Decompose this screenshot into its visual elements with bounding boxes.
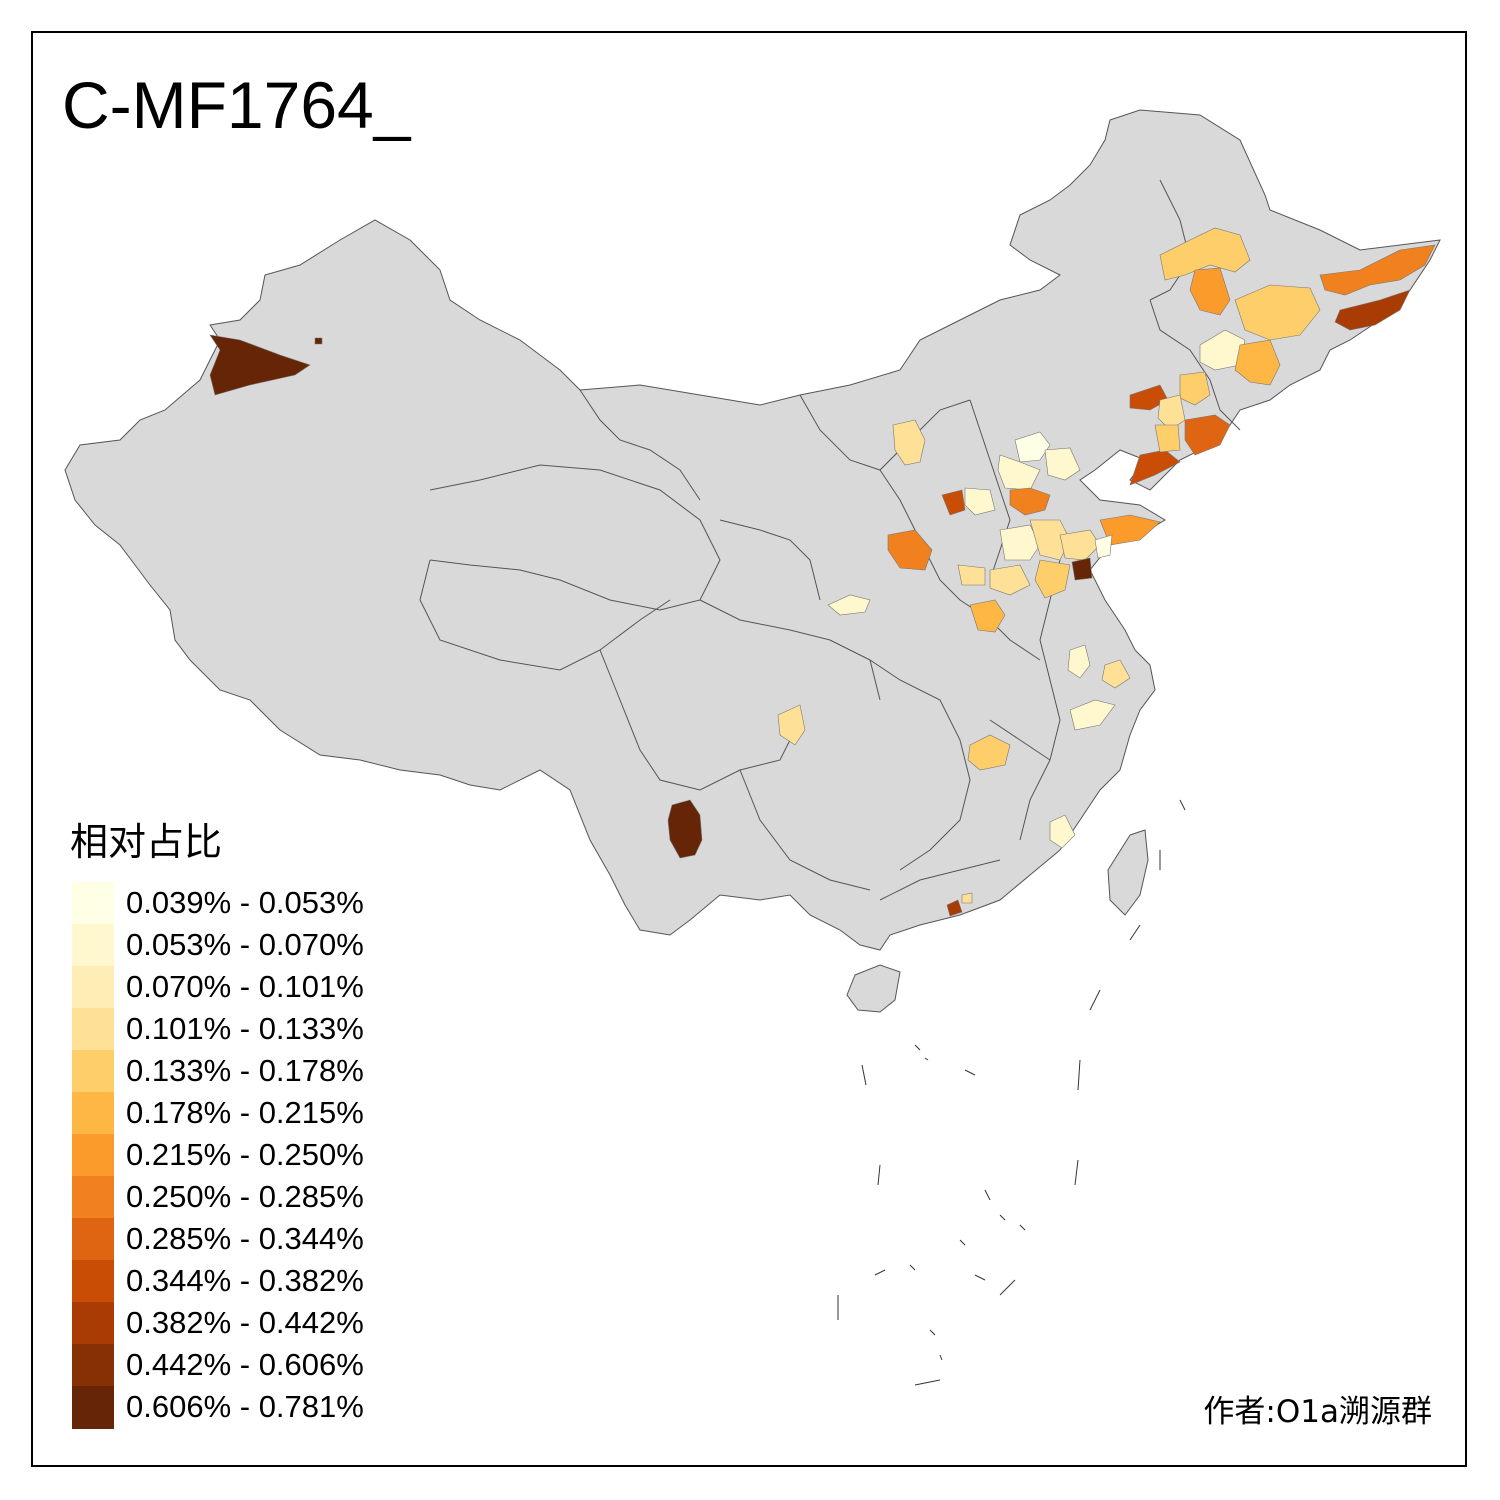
legend-label: 0.442% - 0.606% [126,1347,364,1382]
region-heilongjiang-north [1159,227,1251,281]
legend-swatch [72,966,114,1009]
legend-item: 0.442% - 0.606% [70,1344,364,1387]
legend-swatch [72,1134,114,1177]
legend-label: 0.178% - 0.215% [126,1095,364,1130]
legend-label: 0.215% - 0.250% [126,1137,364,1172]
legend-item: 0.178% - 0.215% [70,1092,364,1135]
legend-item: 0.070% - 0.101% [70,966,364,1009]
region-shaanxi-hanzhong [827,594,871,616]
region-heilongjiang-mudanjiang [1334,289,1411,331]
taiwan-island [1107,829,1149,916]
region-jiangsu-north [1067,644,1091,679]
author-credit: 作者:O1a溯源群 [1203,1394,1432,1430]
region-shandong-rizhao [1094,534,1113,559]
legend-item: 0.250% - 0.285% [70,1176,364,1219]
region-shandong-weifang [1059,529,1101,561]
legend-item: 0.133% - 0.178% [70,1050,364,1093]
legend-swatch [72,1092,114,1135]
region-liaoning-yingkou [1154,424,1181,453]
region-henan-north [957,564,986,586]
legend-swatch [72,1260,114,1303]
region-hebei-east [1044,447,1081,481]
legend-item: 0.053% - 0.070% [70,924,364,967]
province-borders [419,179,1241,901]
region-jiangsu-nantong [1101,659,1131,689]
region-shanxi-yangquan [964,487,996,516]
region-yunnan-puer [667,799,703,859]
region-innermongolia-hohhot [892,419,926,466]
map-frame [31,31,1467,1467]
region-liaoning-west [1129,384,1169,411]
legend-swatch [72,882,114,925]
region-heilongjiang-qiqihar [1189,267,1231,316]
region-heilongjiang-harbin [1234,284,1321,341]
region-guangdong-dot [961,892,973,904]
legend-swatch [72,1302,114,1345]
legend-label: 0.285% - 0.344% [126,1221,364,1256]
region-guangdong-shenzhen [946,899,963,917]
region-xinjiang-dot [314,337,323,345]
legend-swatch [72,1050,114,1093]
legend-title: 相对占比 [70,820,223,864]
map-title: C-MF1764_ [62,68,411,142]
south-china-sea-islands [837,799,1186,1386]
region-shaanxi-yanan [887,529,933,571]
region-hebei-baoding [1009,487,1051,516]
legend-item: 0.606% - 0.781% [70,1386,364,1429]
region-liaoning-dandong [1184,414,1231,456]
region-shanxi-north [941,489,966,516]
region-heilongjiang-east [1319,244,1436,296]
legend-item: 0.344% - 0.382% [70,1260,364,1303]
region-hubei-wuhan [967,734,1011,771]
legend-rows: 0.039% - 0.053% 0.053% - 0.070% 0.070% - 0… [70,882,364,1429]
legend: 相对占比 0.039% - 0.053% 0.053% - 0.070% 0.070… [70,812,364,1429]
legend-label: 0.606% - 0.781% [126,1389,364,1424]
legend-label: 0.070% - 0.101% [126,969,364,1004]
legend-item: 0.039% - 0.053% [70,882,364,925]
legend-item: 0.101% - 0.133% [70,1008,364,1051]
legend-label: 0.101% - 0.133% [126,1011,364,1046]
legend-swatch [72,924,114,967]
region-fujian-north [1049,814,1076,849]
region-shandong-jinan [999,524,1041,561]
prefecture-regions [209,227,1436,917]
region-shandong-linyi [1034,559,1071,599]
legend-item: 0.285% - 0.344% [70,1218,364,1261]
region-jilin-jilin [1234,339,1281,386]
region-shandong-qingdao [1071,557,1093,581]
legend-label: 0.053% - 0.070% [126,927,364,962]
legend-swatch [72,1176,114,1219]
region-liaoning-shenyang [1179,371,1211,406]
region-xinjiang-tacheng [209,334,311,396]
legend-item: 0.215% - 0.250% [70,1134,364,1177]
legend-label: 0.039% - 0.053% [126,885,364,920]
legend-label: 0.344% - 0.382% [126,1263,364,1298]
legend-label: 0.133% - 0.178% [126,1053,364,1088]
legend-swatch [72,1386,114,1429]
legend-swatch [72,1218,114,1261]
legend-label: 0.382% - 0.442% [126,1305,364,1340]
hainan-island [846,964,901,1013]
legend-label: 0.250% - 0.285% [126,1179,364,1214]
mainland-base [64,109,1441,951]
legend-swatch [72,1344,114,1387]
region-henan-pingdingshan [969,599,1006,633]
region-shandong-southwest [989,564,1031,596]
region-sichuan-chengdu [777,704,806,746]
region-anhui-hefei [1069,699,1116,731]
legend-swatch [72,1008,114,1051]
legend-item: 0.382% - 0.442% [70,1302,364,1345]
